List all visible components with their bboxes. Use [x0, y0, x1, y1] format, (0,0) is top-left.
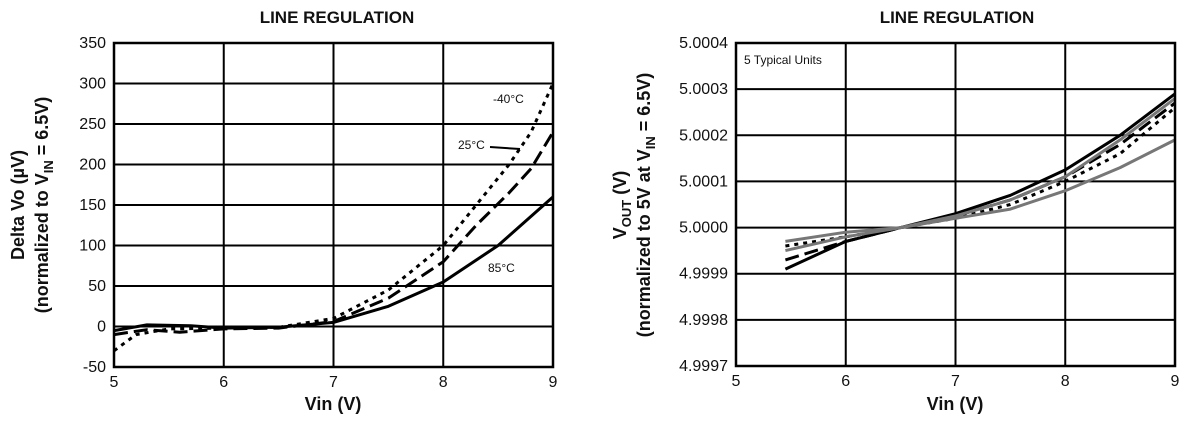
left-y-tick-label: 150 — [79, 197, 106, 214]
chart-left-annotations: -40°C 25°C 85°C — [458, 92, 524, 275]
chart-right-x-axis-label: Vin (V) — [927, 394, 984, 414]
right-y-tick-label: 5.0000 — [679, 220, 728, 237]
left-y-tick-label: 350 — [79, 35, 106, 52]
chart-left-series — [113, 82, 555, 353]
right-y-tick-label: 5.0002 — [679, 127, 728, 144]
chart-left-gridlines — [114, 43, 553, 367]
chart-right-y-axis-label-line2: (normalized to 5V at VIN = 6.5V) — [634, 73, 658, 338]
right-y-tick-label: 4.9999 — [679, 266, 728, 283]
left-x-tick-label: 7 — [329, 374, 338, 391]
chart-right-y-ticks: 5.0004 5.0003 5.0002 5.0001 5.0000 4.9999 4.99… — [679, 35, 728, 375]
left-series-line-3 — [113, 195, 554, 333]
right-series-line-5 — [785, 138, 1176, 243]
chart-right-y-axis-label: VOUT (V) (normalized to 5V at VIN = 6.5V… — [610, 73, 658, 338]
chart-left-y-ticks: 350 300 250 200 150 100 50 0 -50 — [79, 35, 106, 376]
right-x-tick-label: 6 — [841, 373, 850, 390]
chart-right-gridlines — [736, 43, 1175, 366]
left-x-tick-label: 6 — [219, 374, 228, 391]
anno-85c: 85°C — [488, 261, 515, 275]
right-series-line-3 — [785, 106, 1176, 248]
right-y-tick-label: 5.0001 — [679, 173, 728, 190]
right-x-tick-label: 5 — [732, 373, 741, 390]
left-y-tick-label: 100 — [79, 238, 106, 255]
left-y-tick-label: 50 — [88, 278, 106, 295]
chart-left-plot-frame — [112, 41, 555, 369]
anno-5-typical-units: 5 Typical Units — [744, 53, 822, 67]
chart-right-series — [784, 92, 1176, 271]
chart-left-y-axis-label: Delta Vo (µV) (normalized to VIN = 6.5V) — [8, 97, 56, 314]
anno-25c-leader — [489, 146, 521, 150]
chart-left-y-axis-label-line1: Delta Vo (µV) — [8, 150, 28, 260]
left-x-tick-label: 5 — [110, 374, 119, 391]
left-x-tick-label: 8 — [439, 374, 448, 391]
anno-minus40c: -40°C — [493, 92, 524, 106]
right-y-tick-label: 4.9998 — [679, 312, 728, 329]
right-series-line-4 — [785, 97, 1176, 253]
right-y-tick-label: 5.0003 — [679, 81, 728, 98]
anno-25c: 25°C — [458, 138, 485, 152]
left-y-tick-label: -50 — [83, 359, 106, 376]
chart-right: LINE REGULATION 5 6 7 8 9 5.0004 5.0003 5.0002… — [610, 8, 1180, 414]
left-y-tick-label: 0 — [97, 319, 106, 336]
left-x-tick-label: 9 — [549, 374, 558, 391]
chart-right-y-axis-label-line1: VOUT (V) — [610, 171, 634, 239]
right-x-tick-label: 9 — [1171, 373, 1180, 390]
right-y-tick-label: 4.9997 — [679, 358, 728, 375]
right-x-tick-label: 7 — [951, 373, 960, 390]
chart-left: LINE REGULATION 5 6 7 8 9 350 300 250 200 150 100… — [8, 8, 558, 414]
left-y-tick-label: 250 — [79, 116, 106, 133]
left-y-tick-label: 200 — [79, 157, 106, 174]
chart-left-x-ticks: 5 6 7 8 9 — [110, 374, 558, 391]
right-x-tick-label: 8 — [1061, 373, 1070, 390]
chart-left-y-axis-label-line2: (normalized to VIN = 6.5V) — [32, 97, 56, 314]
right-y-tick-label: 5.0004 — [679, 35, 728, 52]
left-series-line-2 — [113, 131, 555, 337]
chart-right-title: LINE REGULATION — [880, 8, 1035, 27]
chart-left-title: LINE REGULATION — [260, 8, 415, 27]
left-y-tick-label: 300 — [79, 76, 106, 93]
chart-right-plot-frame — [734, 41, 1177, 368]
chart-right-x-ticks: 5 6 7 8 9 — [732, 373, 1180, 390]
chart-left-x-axis-label: Vin (V) — [305, 394, 362, 414]
